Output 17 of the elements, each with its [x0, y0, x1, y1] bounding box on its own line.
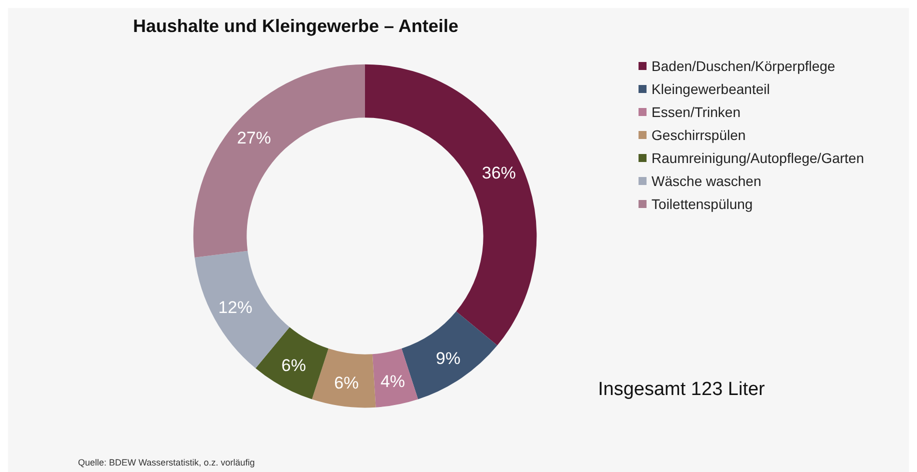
legend-label: Geschirrspülen — [652, 127, 746, 143]
legend-label: Baden/Duschen/Körperpflege — [652, 58, 836, 74]
legend-label: Toilettenspülung — [652, 196, 753, 212]
legend-label: Essen/Trinken — [652, 104, 740, 120]
legend-label: Wäsche waschen — [652, 173, 762, 189]
data-label: 6% — [334, 373, 359, 392]
text: Insgesamt 123 Liter — [598, 379, 766, 400]
chart-title: Haushalte und Kleingewerbe – Anteile — [133, 16, 458, 36]
data-label: 12% — [218, 298, 252, 317]
data-label: 6% — [281, 356, 306, 376]
data-label: 4% — [380, 372, 406, 391]
data-label: 36% — [482, 163, 516, 182]
legend-label: Raumreinigung/Autopflege/Garten — [652, 150, 864, 166]
data-label: 9% — [436, 348, 460, 368]
data-label: 27% — [236, 128, 271, 148]
source-note: Quelle: BDEW Wasserstatistik, o.z. vorläufig — [78, 458, 255, 468]
legend-label: Kleingewerbeanteil — [652, 81, 770, 97]
